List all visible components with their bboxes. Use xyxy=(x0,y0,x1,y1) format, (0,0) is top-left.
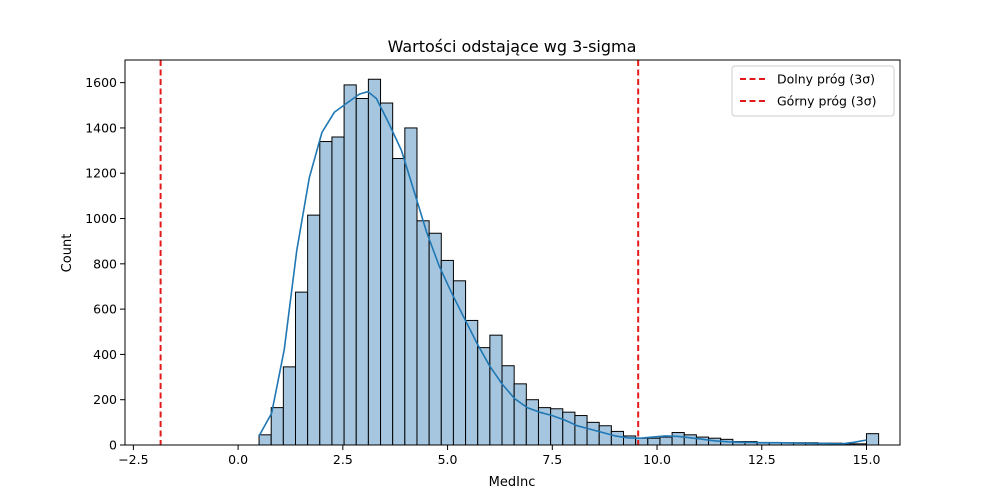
x-tick-label: 10.0 xyxy=(643,452,671,467)
x-axis-label: MedInc xyxy=(489,475,536,490)
axes-frame xyxy=(124,59,901,446)
histogram-bar xyxy=(513,383,527,446)
histogram-bar xyxy=(550,408,564,446)
histogram-bar xyxy=(489,334,503,446)
y-tick-label: 1600 xyxy=(85,75,117,90)
histogram-bar xyxy=(465,319,479,446)
histogram-bar xyxy=(367,78,382,446)
y-tick-label: 400 xyxy=(93,347,117,362)
histogram-bar xyxy=(659,436,673,446)
histogram-bar xyxy=(307,214,321,446)
histogram-bar xyxy=(343,84,357,446)
histogram-bar xyxy=(598,425,612,446)
histogram-bar xyxy=(671,432,685,446)
histogram-bar xyxy=(380,102,394,446)
histogram-bar xyxy=(865,433,880,446)
histogram-bar xyxy=(294,291,309,446)
histogram-bar xyxy=(355,98,369,446)
y-tick-label: 0 xyxy=(109,438,117,453)
chart-title: Wartości odstające wg 3-sigma xyxy=(388,37,637,56)
legend-label-lower: Dolny próg (3σ) xyxy=(777,72,875,87)
histogram-bar xyxy=(525,399,539,446)
y-axis-label: Count xyxy=(60,234,75,273)
y-tick-label: 1400 xyxy=(85,120,117,135)
threshold-lines xyxy=(159,60,640,445)
x-tick-label: 2.5 xyxy=(333,452,353,467)
histogram-bar xyxy=(647,437,661,446)
kde-curve-group xyxy=(258,90,867,445)
histogram-bars xyxy=(258,78,880,446)
x-tick-label: 0.0 xyxy=(228,452,248,467)
axes xyxy=(124,59,901,446)
kde-curve xyxy=(258,90,867,445)
histogram-bar xyxy=(258,434,272,446)
histogram-bar xyxy=(586,421,600,446)
y-tick-label: 600 xyxy=(93,302,117,317)
histogram-bar xyxy=(562,411,576,446)
y-ticks: 0 200 400 600 800 1000 1200 1400 1600 xyxy=(85,75,125,453)
legend-label-upper: Górny próg (3σ) xyxy=(777,94,877,109)
legend: Dolny próg (3σ) Górny próg (3σ) xyxy=(731,65,895,117)
histogram-bar xyxy=(610,430,625,446)
x-tick-label: 12.5 xyxy=(748,452,776,467)
histogram-bar xyxy=(452,280,467,446)
histogram-bar xyxy=(331,136,345,446)
y-tick-label: 800 xyxy=(93,256,117,271)
y-tick-label: 1200 xyxy=(85,166,117,181)
x-tick-label: 7.5 xyxy=(542,452,562,467)
x-tick-label: −2.5 xyxy=(118,452,148,467)
histogram-bar xyxy=(392,158,406,446)
histogram-bar xyxy=(574,415,588,446)
x-ticks: −2.5 0.0 2.5 5.0 7.5 10.0 12.5 15.0 xyxy=(118,445,880,467)
x-tick-label: 15.0 xyxy=(853,452,881,467)
legend-box xyxy=(731,65,895,117)
histogram-bar xyxy=(270,407,284,446)
histogram-bar xyxy=(282,366,296,446)
histogram-bar xyxy=(319,141,333,446)
histogram-bar xyxy=(440,259,454,446)
histogram-bar xyxy=(501,365,515,446)
histogram-bar xyxy=(416,220,430,446)
histogram-bar xyxy=(683,434,697,446)
y-tick-label: 200 xyxy=(93,392,117,407)
y-tick-label: 1000 xyxy=(85,211,117,226)
histogram-bar xyxy=(404,127,418,446)
x-tick-label: 5.0 xyxy=(438,452,458,467)
